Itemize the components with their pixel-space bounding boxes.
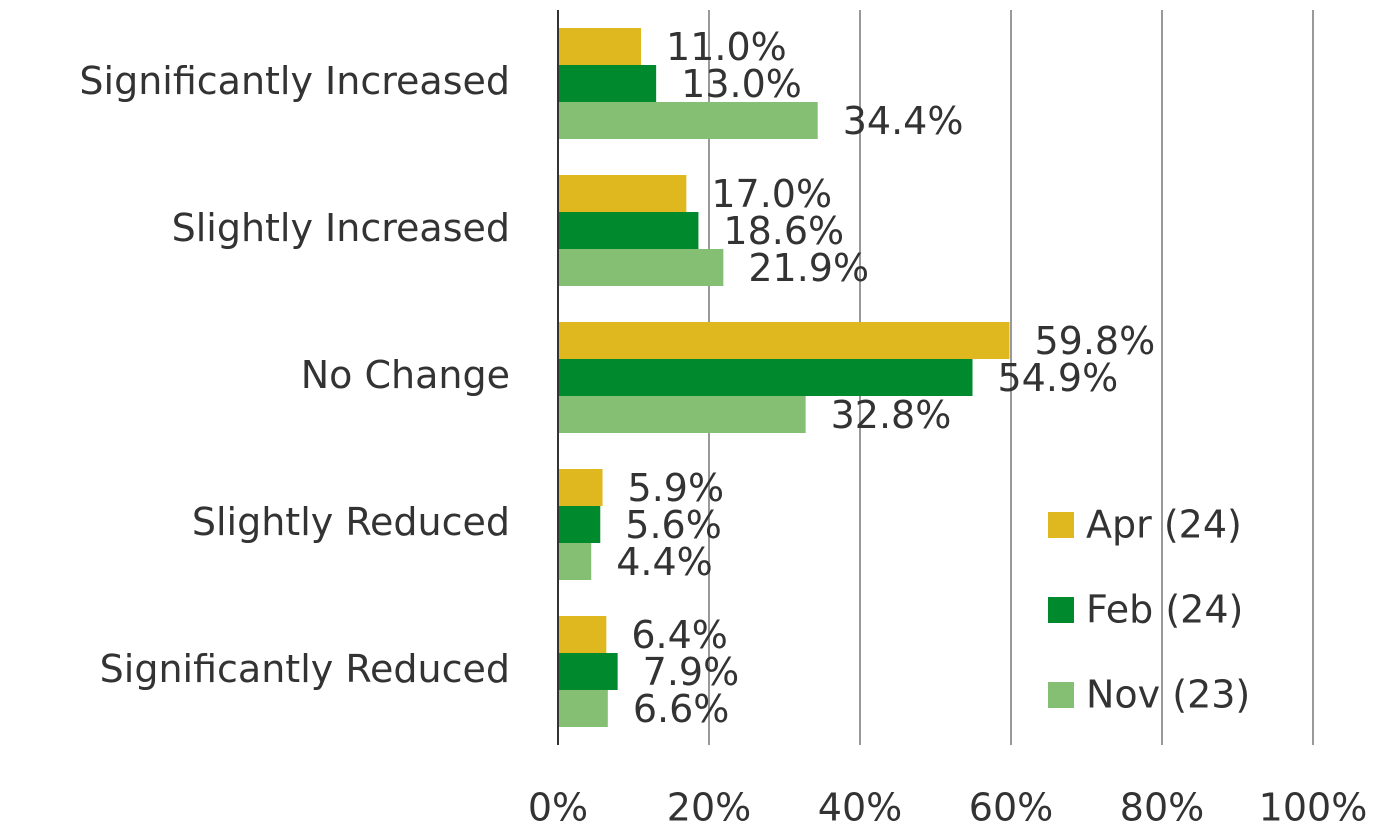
x-tick-label: 0% (528, 786, 588, 830)
bar (558, 249, 724, 286)
bar (558, 543, 592, 580)
legend-swatch (1048, 597, 1074, 623)
value-label: 6.6% (633, 687, 730, 731)
value-label: 5.6% (625, 503, 722, 547)
value-label: 7.9% (643, 650, 740, 694)
legend-label: Nov (23) (1086, 673, 1250, 717)
y-tick-label: Significantly Reduced (100, 647, 510, 691)
bar (558, 102, 818, 139)
legend-swatch (1048, 682, 1074, 708)
bar (558, 653, 618, 690)
x-tick-label: 60% (969, 786, 1053, 830)
value-label: 54.9% (997, 356, 1118, 400)
value-label: 34.4% (843, 99, 964, 143)
value-label: 5.9% (628, 466, 725, 510)
bar (558, 616, 607, 653)
value-label: 11.0% (666, 25, 787, 69)
y-tick-label: Slightly Reduced (192, 500, 510, 544)
bar (558, 212, 699, 249)
x-tick-label: 20% (667, 786, 751, 830)
bar (558, 690, 608, 727)
y-tick-label: No Change (301, 353, 510, 397)
x-tick-label: 80% (1120, 786, 1204, 830)
bar (558, 28, 642, 65)
value-label: 18.6% (723, 209, 844, 253)
x-tick-label: 40% (818, 786, 902, 830)
value-label: 59.8% (1034, 319, 1155, 363)
legend-label: Feb (24) (1086, 588, 1243, 632)
bar (558, 65, 657, 102)
value-label: 6.4% (631, 613, 728, 657)
value-label: 13.0% (681, 62, 802, 106)
value-label: 17.0% (711, 172, 832, 216)
bar (558, 322, 1010, 359)
bar (558, 359, 973, 396)
value-label: 4.4% (616, 540, 713, 584)
bar (558, 506, 601, 543)
value-label: 32.8% (831, 393, 952, 437)
y-tick-label: Slightly Increased (172, 206, 510, 250)
legend-label: Apr (24) (1086, 503, 1242, 547)
legend-swatch (1048, 512, 1074, 538)
bar (558, 175, 687, 212)
bar (558, 469, 603, 506)
x-tick-label: 100% (1259, 786, 1368, 830)
bar (558, 396, 806, 433)
value-label: 21.9% (748, 246, 869, 290)
y-tick-label: Significantly Increased (79, 59, 510, 103)
